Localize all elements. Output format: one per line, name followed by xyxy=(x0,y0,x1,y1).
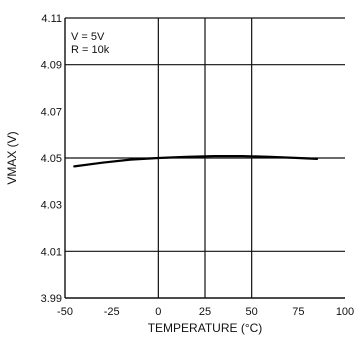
y-tick-label-2: 4.03 xyxy=(41,200,62,212)
x-tick-label-1: -25 xyxy=(104,306,120,318)
x-tick-label-2: 0 xyxy=(155,306,161,318)
y-axis-label: VMAX (V) xyxy=(5,131,19,184)
series-line-0 xyxy=(73,155,319,168)
grid-lines xyxy=(65,17,345,298)
x-tick-label-6: 100 xyxy=(336,306,354,318)
y-tick-label-3: 4.05 xyxy=(41,153,62,165)
annotation-0: V = 5V xyxy=(71,31,105,43)
x-tick-label-5: 75 xyxy=(292,306,304,318)
y-tick-label-6: 4.11 xyxy=(41,13,62,25)
annotations: V = 5VR = 10k xyxy=(71,31,110,56)
y-tick-label-4: 4.07 xyxy=(41,106,62,118)
series-layer xyxy=(73,155,319,168)
y-tick-label-5: 4.09 xyxy=(41,60,62,72)
y-tick-label-0: 3.99 xyxy=(41,293,62,305)
plot-frame xyxy=(64,18,345,299)
y-tick-label-1: 4.01 xyxy=(41,246,62,258)
x-tick-label-0: -50 xyxy=(57,306,73,318)
x-tick-label-3: 25 xyxy=(199,306,211,318)
x-tick-label-4: 50 xyxy=(246,306,258,318)
tick-labels: -50 -25 0 25 50 75 100 3.99 4.01 4.03 4.05 4.07 4.09… xyxy=(41,13,355,318)
x-axis-label: TEMPERATURE (°C) xyxy=(148,321,263,335)
annotation-1: R = 10k xyxy=(71,44,110,56)
